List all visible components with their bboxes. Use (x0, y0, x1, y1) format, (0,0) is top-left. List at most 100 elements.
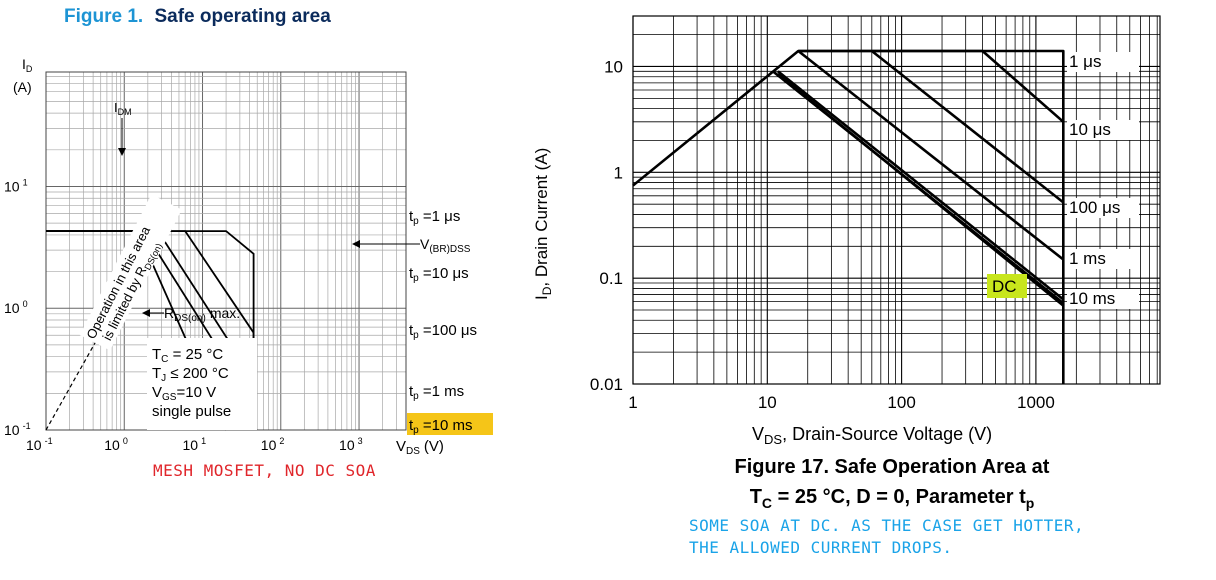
right-x-tick-2: 100 (887, 393, 915, 412)
left-y-tick-0: 10 1 (4, 177, 28, 194)
dc-highlight (987, 274, 1027, 298)
right-curve-label-0: 1 μs (1069, 52, 1101, 71)
left-ylabel-main: I (22, 56, 26, 72)
right-curve-label-1: 10 μs (1069, 120, 1111, 139)
left-figure-title-text: Safe operating area (154, 6, 331, 27)
right-curve-DC (777, 72, 1065, 307)
vbrdss-label-sub: (BR)DSS (429, 244, 470, 255)
right-xlabel: VDS, Drain-Source Voltage (V) (752, 424, 992, 447)
left-ylabel-unit: (A) (13, 79, 32, 95)
right-curve-label-bg-1 (1067, 120, 1139, 140)
right-ylabel-sub: D (540, 286, 554, 295)
right-curve-label-4: 10 ms (1069, 289, 1115, 308)
right-curve-label-bg-3 (1067, 249, 1139, 269)
left-xlabel-sub: DS (406, 446, 420, 457)
vbrdss-label: V(BR)DSS (420, 236, 471, 255)
left-y-tick-1: 10 0 (4, 299, 28, 316)
right-note-line2: THE ALLOWED CURRENT DROPS. (689, 538, 952, 557)
right-curve-label-bg-4 (1067, 289, 1139, 309)
condition-3: single pulse (152, 403, 231, 420)
pulse-label-4: tp =10 ms (409, 417, 473, 436)
right-curve-label-bg-2 (1067, 198, 1139, 218)
rds-label-sub: DS(on) (174, 313, 206, 324)
caption-tc-sub: C (762, 495, 772, 511)
right-curve-1-μs (798, 49, 1065, 123)
right-y-tick-labels: 10 1 0.1 0.01 (590, 57, 623, 394)
caption-tc-pre: T (750, 486, 762, 508)
left-figure-label: Figure 1. (64, 6, 143, 27)
right-plot-frame (632, 15, 1161, 385)
pulse-label-3: tp =1 ms (409, 383, 464, 402)
left-ylabel-sub: D (26, 64, 33, 74)
idm-label-sub: DM (118, 107, 132, 117)
right-y-tick-0: 10 (604, 57, 623, 76)
pulse-label-1: tp =10 μs (409, 265, 469, 284)
rotated-note: Operation in this area is limited by RDS… (79, 194, 182, 351)
right-x-tick-3: 1000 (1017, 393, 1055, 412)
right-figure: 10 1 0.1 0.01 1 10 100 1000 ID, Drain Current … (532, 15, 1161, 557)
right-ylabel: ID, Drain Current (A) (532, 148, 554, 300)
left-y-tick-2: 10 -1 (4, 421, 31, 438)
left-ylabel: ID (22, 56, 33, 74)
right-curve-label-bg-0 (1067, 52, 1139, 72)
rds-arrow-head (142, 309, 150, 317)
right-curve-label-2: 100 μs (1069, 198, 1120, 217)
caption-post: = 25 °C, D = 0, Parameter t (772, 486, 1026, 508)
left-x-tick-2: 10 1 (183, 436, 207, 453)
left-xlabel-unit: (V) (424, 438, 444, 455)
left-xlabel-main: V (396, 438, 406, 455)
tp-10ms-highlight (407, 413, 493, 435)
pulse-label-2: tp =100 μs (409, 322, 477, 341)
left-x-tick-4: 10 3 (339, 436, 363, 453)
right-curve-1-ms (777, 70, 1065, 301)
right-x-tick-labels: 1 10 100 1000 (628, 393, 1055, 412)
right-curve-envelope (632, 49, 1065, 384)
right-caption-line1: Figure 17. Safe Operation Area at (735, 456, 1050, 478)
right-note-line1: SOME SOA AT DC. AS THE CASE GET HOTTER, (689, 516, 1084, 535)
right-curve-label-3: 1 ms (1069, 249, 1106, 268)
right-xlabel-pre: V (752, 424, 764, 444)
condition-0: TC = 25 °C (152, 346, 223, 365)
idm-label: IDM (114, 100, 132, 117)
rds-label: RDS(on) max. (164, 305, 240, 324)
idm-arrow-head (118, 148, 126, 156)
vbrdss-arrow-head (352, 240, 360, 248)
rds-label-suffix: max. (210, 305, 240, 321)
left-pulse-labels: tp =1 μs tp =10 μs tp =100 μs tp =1 ms tp =1… (409, 208, 477, 436)
vbrdss-label-main: V (420, 236, 430, 252)
conditions-box (147, 338, 257, 430)
idm-label-main: I (114, 100, 118, 115)
right-x-tick-1: 10 (758, 393, 777, 412)
rds-label-main: R (164, 305, 174, 321)
left-x-tick-1: 10 0 (104, 436, 128, 453)
right-x-tick-0: 1 (628, 393, 637, 412)
right-curve-labels: 1 μs 10 μs 100 μs 1 ms 10 ms (1067, 52, 1139, 309)
left-x-tick-0: 10 -1 (26, 436, 53, 453)
right-curve-100-μs (797, 49, 1065, 261)
right-curves (632, 49, 1065, 384)
left-note: MESH MOSFET, NO DC SOA (153, 461, 376, 480)
left-x-tick-labels: 10 -1 10 0 10 1 10 2 10 3 (26, 436, 363, 453)
condition-2: VGS=10 V (152, 384, 216, 403)
right-y-tick-1: 1 (614, 163, 623, 182)
left-figure: Figure 1. Safe operating area ID (A) 10 1… (4, 6, 493, 480)
right-curve-10-μs (870, 49, 1065, 204)
left-xlabel: VDS (V) (396, 438, 444, 457)
right-y-tick-3: 0.01 (590, 375, 623, 394)
caption-tp-sub: p (1026, 495, 1035, 511)
condition-1: TJ ≤ 200 °C (152, 365, 229, 384)
right-ylabel-pre: I (532, 295, 551, 300)
dc-label: DC (992, 277, 1017, 296)
right-xlabel-sub: DS (764, 432, 782, 447)
right-y-tick-2: 0.1 (599, 269, 623, 288)
left-x-tick-3: 10 2 (261, 436, 285, 453)
right-ylabel-post: , Drain Current (A) (532, 148, 551, 287)
left-figure-title: Figure 1. Safe operating area (64, 6, 331, 27)
right-caption-line2: TC = 25 °C, D = 0, Parameter tp (750, 486, 1035, 511)
rotated-note-bg (79, 194, 182, 351)
right-xlabel-post: , Drain-Source Voltage (V) (782, 424, 992, 444)
pulse-label-0: tp =1 μs (409, 208, 460, 227)
